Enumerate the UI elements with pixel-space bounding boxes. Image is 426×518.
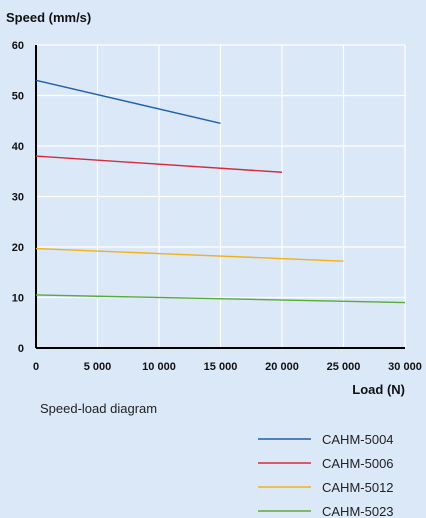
legend-label: CAHM-5006	[322, 456, 394, 471]
y-tick-labels: 0 10 20 30 40 50 60	[12, 40, 24, 355]
x-tick-label: 0	[33, 361, 39, 373]
x-tick-labels: 0 5 000 10 000 15 000 20 000 25 000 30 000	[33, 361, 422, 373]
y-tick-label: 10	[12, 293, 24, 305]
y-tick-label: 0	[18, 343, 24, 355]
chart-caption: Speed-load diagram	[40, 401, 157, 416]
y-tick-label: 20	[12, 242, 24, 254]
y-tick-label: 60	[12, 40, 24, 52]
x-tick-label: 30 000	[388, 361, 422, 373]
x-tick-label: 10 000	[142, 361, 176, 373]
x-tick-label: 15 000	[204, 361, 238, 373]
axes	[35, 45, 405, 349]
x-tick-label: 20 000	[265, 361, 299, 373]
y-tick-label: 50	[12, 91, 24, 103]
legend-label: CAHM-5023	[322, 504, 394, 518]
series-lines	[35, 79, 406, 304]
series-line-cahm-5012	[35, 247, 344, 262]
grid-lines	[36, 44, 406, 348]
series-line-cahm-5006	[35, 155, 283, 173]
legend-label: CAHM-5004	[322, 432, 394, 447]
legend: CAHM-5004 CAHM-5006 CAHM-5012 CAHM-5023	[258, 432, 394, 518]
legend-label: CAHM-5012	[322, 480, 394, 495]
x-tick-label: 25 000	[327, 361, 361, 373]
y-axis-title: Speed (mm/s)	[6, 10, 91, 25]
series-line-cahm-5023	[35, 294, 406, 304]
series-line-cahm-5004	[35, 79, 221, 124]
y-tick-label: 30	[12, 192, 24, 204]
x-axis-title: Load (N)	[352, 382, 405, 397]
y-tick-label: 40	[12, 141, 24, 153]
x-tick-label: 5 000	[84, 361, 112, 373]
